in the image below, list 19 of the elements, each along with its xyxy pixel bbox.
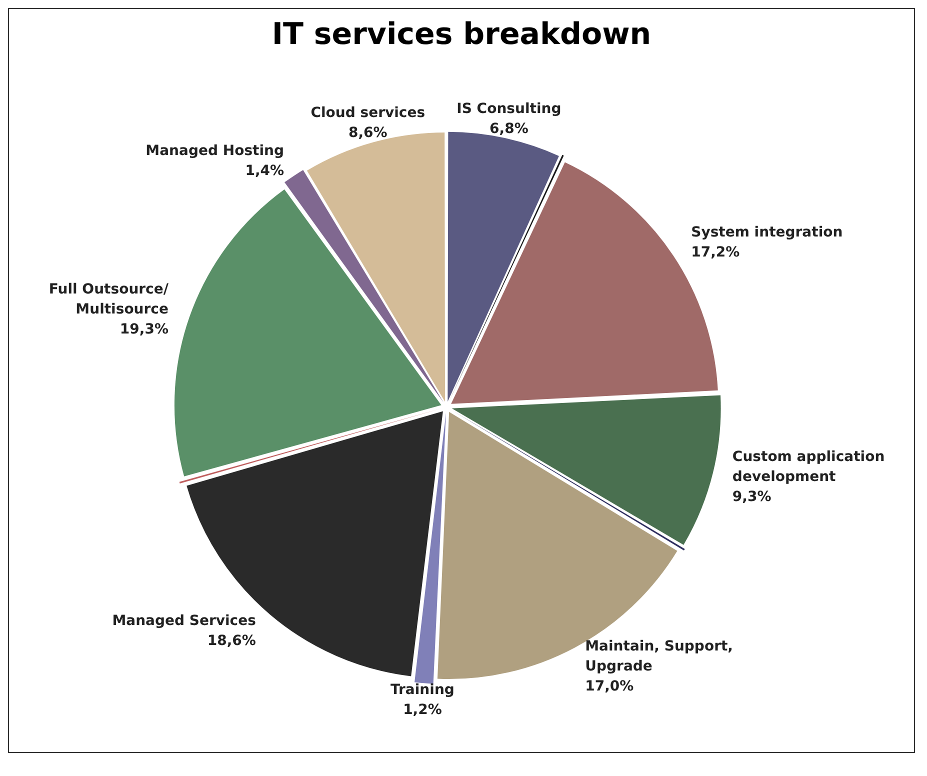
data-label: 18,6% (207, 633, 256, 650)
slice-label: Managed Services (112, 613, 256, 630)
data-label: 6,8% (490, 120, 528, 137)
slice-label: Cloud services (310, 104, 426, 121)
chart-title: IT services breakdown (270, 16, 652, 52)
slice-label: Managed Hosting (146, 143, 284, 160)
data-label: 17,0% (585, 678, 634, 694)
data-label: 19,3% (120, 322, 168, 338)
data-label: 17,2% (691, 244, 740, 261)
slice-label: Maintain, Support, Upgrade (585, 638, 733, 674)
slice-label: Custom application development (732, 449, 885, 486)
data-label: 1,2% (403, 702, 442, 718)
slice-label: System integration (691, 224, 843, 241)
slice-label: IS Consulting (456, 100, 562, 117)
data-label: 1,4% (245, 163, 284, 180)
data-label: 8,6% (348, 124, 388, 141)
data-label: 9,3% (732, 489, 772, 506)
slice-label: Full Outsource/Multisource (48, 282, 170, 318)
slice-label: Training (390, 682, 454, 698)
